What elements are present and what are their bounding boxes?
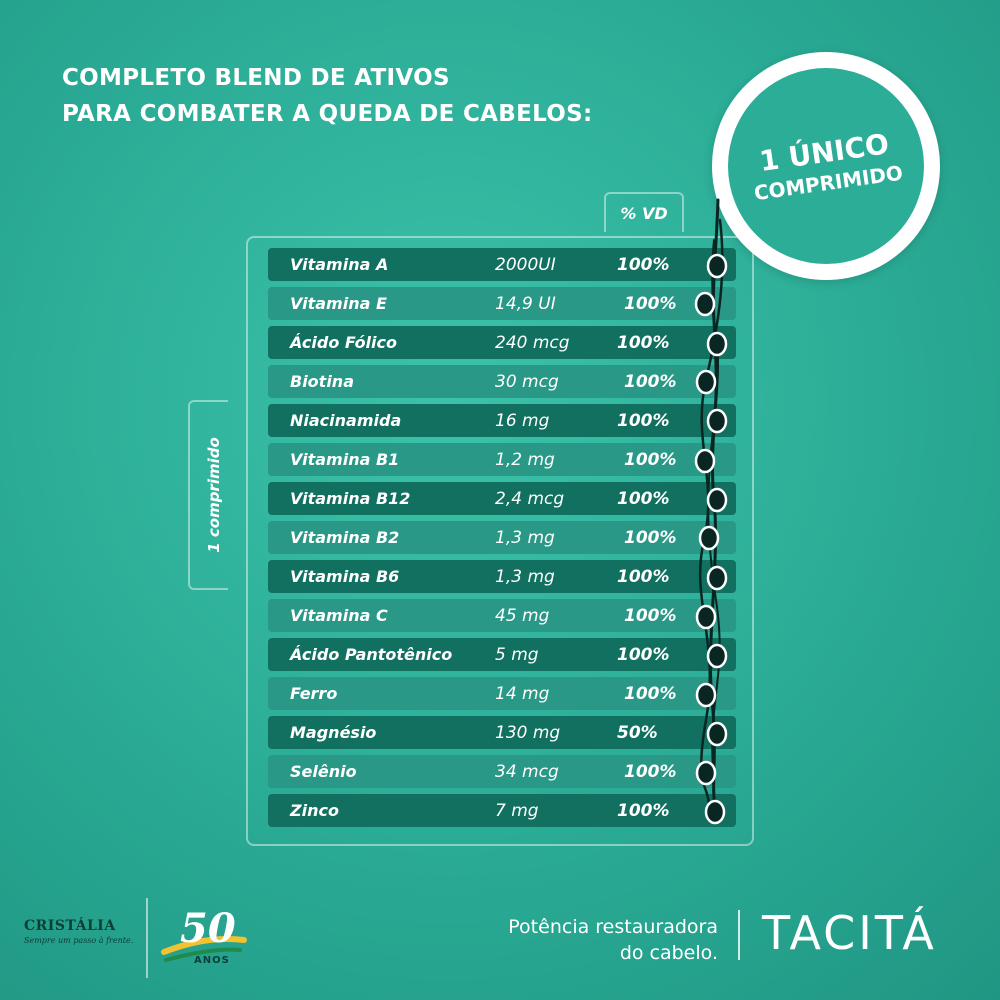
table-row: Niacinamida 16 mg 100% [268, 404, 736, 437]
nutrient-daily-value: 100% [624, 761, 677, 782]
nutrient-daily-value: 100% [617, 644, 670, 665]
footer-divider [738, 910, 740, 960]
table-row: Vitamina B1 1,2 mg 100% [268, 443, 736, 476]
nutrient-daily-value: 100% [624, 683, 677, 704]
anniversary-label: ANOS [194, 955, 230, 966]
nutrient-name: Ferro [290, 684, 338, 703]
nutrient-quantity: 130 mg [495, 722, 561, 743]
footer-tagline-line-1: Potência restauradora [508, 916, 718, 938]
nutrient-name: Vitamina E [290, 294, 387, 313]
table-row: Vitamina C 45 mg 100% [268, 599, 736, 632]
tacita-brand-logo: TACITÁ [762, 906, 937, 960]
table-row: Ácido Fólico 240 mcg 100% [268, 326, 736, 359]
nutrient-quantity: 1,2 mg [495, 449, 555, 470]
company-name: CRISTÁLIA [24, 918, 116, 934]
anniversary-number: 50 [180, 905, 236, 952]
nutrient-daily-value: 100% [624, 371, 677, 392]
table-row: Zinco 7 mg 100% [268, 794, 736, 827]
nutrient-quantity: 1,3 mg [495, 566, 555, 587]
table-row: Vitamina A 2000UI 100% [268, 248, 736, 281]
nutrient-quantity: 2000UI [495, 254, 556, 275]
hair-strand-illustration [694, 198, 728, 825]
footer-divider [146, 898, 148, 978]
nutrient-name: Biotina [290, 372, 354, 391]
nutrient-name: Selênio [290, 762, 357, 781]
nutrient-name: Vitamina C [290, 606, 388, 625]
footer-tagline-line-2: do cabelo. [619, 942, 718, 964]
fifty-years-logo: 50 [161, 905, 247, 962]
nutrient-quantity: 1,3 mg [495, 527, 555, 548]
nutrient-name: Niacinamida [290, 411, 402, 430]
nutrient-name: Ácido Fólico [290, 333, 397, 352]
nutrient-daily-value: 100% [617, 488, 670, 509]
nutrient-quantity: 30 mcg [495, 371, 559, 392]
nutrient-quantity: 45 mg [495, 605, 550, 626]
nutrient-name: Vitamina A [290, 255, 389, 274]
table-row: Biotina 30 mcg 100% [268, 365, 736, 398]
nutrient-daily-value: 100% [617, 332, 670, 353]
nutrient-daily-value: 100% [624, 527, 677, 548]
nutrient-daily-value: 50% [617, 722, 658, 743]
company-tagline: Sempre um passo à frente. [24, 936, 134, 945]
nutrient-daily-value: 100% [617, 566, 670, 587]
table-row: Vitamina E 14,9 UI 100% [268, 287, 736, 320]
footer-tagline: Potência restauradora do cabelo. [508, 914, 718, 966]
nutrient-quantity: 14 mg [495, 683, 550, 704]
nutrient-name: Magnésio [290, 723, 377, 742]
nutrient-daily-value: 100% [617, 254, 670, 275]
table-row: Vitamina B6 1,3 mg 100% [268, 560, 736, 593]
vd-column-header: % VD [604, 192, 684, 232]
nutrient-daily-value: 100% [617, 410, 670, 431]
cristalia-logo: CRISTÁLIA Sempre um passo à frente. [24, 918, 133, 945]
side-bracket [188, 400, 228, 590]
side-bracket-label: 1 comprimido [205, 437, 223, 553]
nutrient-quantity: 14,9 UI [495, 293, 556, 314]
headline-line-2: PARA COMBATER A QUEDA DE CABELOS: [62, 101, 593, 127]
nutrient-daily-value: 100% [624, 605, 677, 626]
table-row: Ferro 14 mg 100% [268, 677, 736, 710]
nutrient-quantity: 7 mg [495, 800, 539, 821]
nutrient-quantity: 16 mg [495, 410, 550, 431]
table-row: Vitamina B12 2,4 mcg 100% [268, 482, 736, 515]
nutrient-name: Vitamina B12 [290, 489, 411, 508]
nutrient-quantity: 34 mcg [495, 761, 559, 782]
table-row: Magnésio 130 mg 50% [268, 716, 736, 749]
table-row: Ácido Pantotênico 5 mg 100% [268, 638, 736, 671]
headline-line-1: COMPLETO BLEND DE ATIVOS [62, 65, 450, 91]
badge-text: 1 ÚNICO COMPRIMIDO [748, 126, 905, 206]
table-row: Vitamina B2 1,3 mg 100% [268, 521, 736, 554]
table-row: Selênio 34 mcg 100% [268, 755, 736, 788]
nutrient-name: Vitamina B2 [290, 528, 400, 547]
nutrient-name: Vitamina B6 [290, 567, 400, 586]
nutrient-quantity: 2,4 mcg [495, 488, 565, 509]
headline: COMPLETO BLEND DE ATIVOS PARA COMBATER A… [62, 60, 592, 132]
nutrient-quantity: 5 mg [495, 644, 539, 665]
nutrient-name: Zinco [290, 801, 339, 820]
nutrient-name: Ácido Pantotênico [290, 645, 453, 664]
nutrient-daily-value: 100% [624, 293, 677, 314]
nutrient-name: Vitamina B1 [290, 450, 400, 469]
nutrient-daily-value: 100% [617, 800, 670, 821]
nutrient-quantity: 240 mcg [495, 332, 570, 353]
nutrient-daily-value: 100% [624, 449, 677, 470]
nutrient-table-frame [246, 236, 754, 846]
